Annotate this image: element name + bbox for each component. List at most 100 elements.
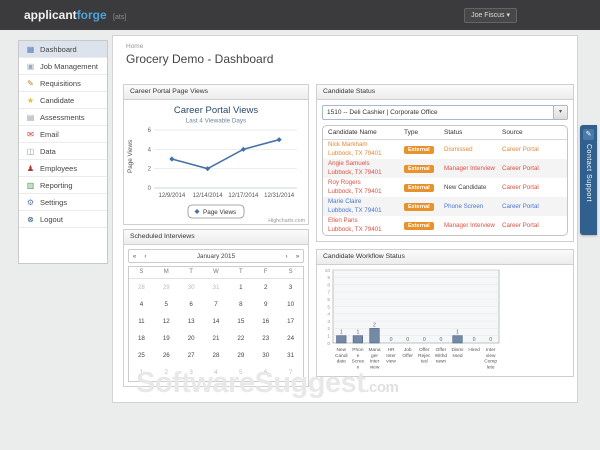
contact-support-tab[interactable]: ✎ Contact Support: [580, 125, 597, 235]
calendar-day[interactable]: 3: [189, 369, 193, 376]
calendar-day[interactable]: 8: [239, 301, 243, 308]
person-icon: ♟: [26, 163, 35, 173]
calendar-day[interactable]: 1: [239, 284, 243, 291]
calendar-day[interactable]: 10: [287, 301, 295, 308]
candidate-name-link[interactable]: Angie Samuels: [328, 160, 370, 168]
calendar-day[interactable]: 26: [162, 352, 170, 359]
candidate-name-link[interactable]: Ellen Paris: [328, 217, 358, 225]
calendar-day[interactable]: 5: [239, 369, 243, 376]
svg-text:5: 5: [327, 304, 330, 310]
calendar-day[interactable]: 22: [237, 335, 245, 342]
gear-icon: ⚙: [26, 197, 35, 207]
type-badge: External: [404, 221, 434, 230]
calendar-day[interactable]: 6: [189, 301, 193, 308]
calendar-day[interactable]: 24: [287, 335, 295, 342]
candidate-source-link[interactable]: Career Portal: [502, 184, 539, 191]
panel-scheduled-interviews: Scheduled Interviews «‹ January 2015 ›» S M T…: [123, 229, 309, 387]
calendar-day[interactable]: 3: [288, 284, 293, 291]
sidebar-item-settings[interactable]: ⚙ Settings: [19, 194, 107, 211]
calendar-day[interactable]: 15: [237, 318, 245, 325]
next-month-button[interactable]: ›: [285, 252, 288, 260]
calendar-day[interactable]: 12: [162, 318, 170, 325]
calendar-day[interactable]: 30: [262, 352, 270, 359]
calendar-day[interactable]: 17: [287, 318, 295, 325]
prev-year-button[interactable]: «: [132, 252, 137, 260]
svg-text:1: 1: [340, 330, 343, 336]
calendar-day[interactable]: 1: [139, 369, 144, 376]
calendar-day[interactable]: 31: [287, 352, 295, 359]
svg-text:6: 6: [148, 128, 152, 134]
calendar-day[interactable]: 18: [137, 335, 145, 342]
candidate-name-link[interactable]: Nick Markham: [328, 141, 368, 149]
calendar-day[interactable]: 31: [212, 284, 220, 291]
svg-text:0: 0: [489, 337, 492, 343]
breadcrumb-home[interactable]: Home: [126, 43, 144, 50]
calendar-day[interactable]: 20: [187, 335, 195, 342]
candidate-source-link[interactable]: Career Portal: [502, 203, 539, 210]
prev-month-button[interactable]: ‹: [144, 252, 147, 260]
candidate-name-link[interactable]: Marie Claire: [328, 198, 362, 206]
user-menu-button[interactable]: Joe Fiscus ▾: [464, 8, 517, 23]
calendar-day[interactable]: 28: [137, 284, 145, 291]
calendar-day[interactable]: 21: [212, 335, 220, 342]
sidebar-item-employees[interactable]: ♟ Employees: [19, 160, 107, 177]
calendar-day[interactable]: 4: [139, 301, 144, 308]
sidebar-item-job-management[interactable]: ▣ Job Management: [19, 58, 107, 75]
candidate-source-link[interactable]: Career Portal: [502, 222, 539, 229]
svg-text:9: 9: [327, 275, 330, 281]
sidebar-item-email[interactable]: ✉ Email: [19, 126, 107, 143]
candidate-source-link[interactable]: Career Portal: [502, 165, 539, 172]
calendar-day[interactable]: 25: [137, 352, 145, 359]
svg-text:0: 0: [148, 186, 152, 192]
calendar-day[interactable]: 4: [214, 369, 218, 376]
sidebar-item-logout[interactable]: ⊗ Logout: [19, 211, 107, 228]
column-header: Candidate Name: [328, 129, 377, 136]
sidebar-item-dashboard[interactable]: ▦ Dashboard: [19, 41, 107, 58]
panel-header-scheduled-interviews: Scheduled Interviews: [124, 230, 308, 245]
next-year-button[interactable]: »: [295, 252, 300, 260]
candidate-row: Ellen Paris Lubbock, TX 79401 External Mana…: [323, 216, 567, 235]
type-badge: External: [404, 145, 434, 154]
contact-support-label: Contact Support: [585, 144, 592, 203]
sidebar-item-requisitions[interactable]: ✎ Requisitions: [19, 75, 107, 92]
requisition-select[interactable]: 1510 -- Deli Cashier | Corporate Office …: [322, 105, 568, 120]
calendar-day[interactable]: 9: [263, 301, 268, 308]
calendar-day[interactable]: 27: [187, 352, 195, 359]
calendar-day[interactable]: 29: [162, 284, 170, 291]
calendar-day[interactable]: 30: [187, 284, 195, 291]
page-views-line-chart: Career Portal Views Last 4 Viewable Days 0…: [124, 100, 308, 225]
briefcase-icon: ▣: [26, 61, 35, 71]
svg-text:2: 2: [148, 167, 152, 173]
calendar-day[interactable]: 16: [262, 318, 270, 325]
candidate-source-link[interactable]: Career Portal: [502, 146, 539, 153]
star-icon: ★: [26, 95, 35, 105]
calendar-day[interactable]: 13: [187, 318, 195, 325]
sidebar-item-data[interactable]: ◫ Data: [19, 143, 107, 160]
svg-text:0: 0: [390, 337, 393, 343]
calendar-day[interactable]: 29: [237, 352, 245, 359]
svg-text:12/9/2014: 12/9/2014: [159, 193, 186, 199]
calendar-day[interactable]: 2: [164, 369, 168, 376]
calendar-day[interactable]: 7: [214, 301, 218, 308]
sidebar-item-assessments[interactable]: ▤ Assessments: [19, 109, 107, 126]
svg-text:view: view: [370, 364, 380, 370]
calendar-day[interactable]: 19: [162, 335, 170, 342]
sidebar-item-candidate[interactable]: ★ Candidate: [19, 92, 107, 109]
interview-calendar: «‹ January 2015 ›» S M T W T F S 28 29 30 31 1 2 3 4 5 6 7 8 9…: [124, 245, 308, 386]
svg-text:Highcharts.com: Highcharts.com: [268, 218, 305, 224]
calendar-day[interactable]: 28: [212, 352, 220, 359]
calendar-day[interactable]: 6: [263, 369, 268, 376]
calendar-day[interactable]: 5: [164, 301, 168, 308]
sidebar-item-reporting[interactable]: ▥ Reporting: [19, 177, 107, 194]
chat-pencil-icon: ✎: [583, 129, 594, 140]
candidate-name-link[interactable]: Roy Rogers: [328, 179, 361, 187]
svg-text:e: e: [357, 354, 360, 359]
calendar-day[interactable]: 14: [212, 318, 220, 325]
calendar-day[interactable]: 23: [262, 335, 270, 342]
calendar-day[interactable]: 7: [288, 369, 293, 376]
svg-text:2: 2: [327, 326, 330, 332]
svg-text:ssed: ssed: [452, 353, 462, 359]
calendar-day[interactable]: 2: [263, 284, 268, 291]
calendar-day[interactable]: 11: [138, 318, 145, 325]
svg-text:Page Views: Page Views: [127, 140, 134, 173]
